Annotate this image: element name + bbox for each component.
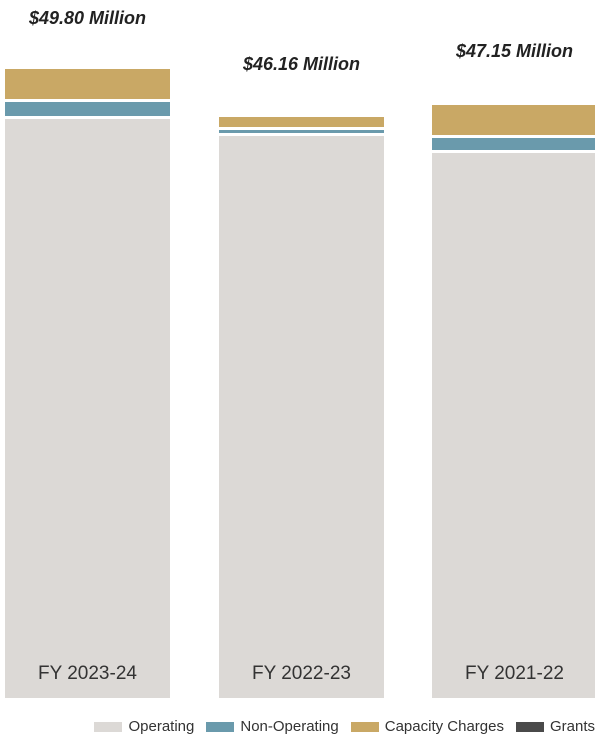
legend-item: Grants <box>515 718 595 735</box>
legend-label: Capacity Charges <box>384 718 504 735</box>
legend: Operating Non-Operating Capacity Charges Gr… <box>0 718 595 735</box>
legend-swatch <box>94 721 123 732</box>
legend-item: Operating <box>94 718 194 735</box>
bar-segment <box>5 116 170 698</box>
legend-swatch <box>206 721 235 732</box>
bar-segment <box>432 101 595 135</box>
total-label: $47.15 Million <box>455 41 574 62</box>
total-label: $49.80 Million <box>28 7 147 28</box>
bar-segment <box>219 114 384 127</box>
legend-label: Grants <box>549 718 595 735</box>
total-label: $46.16 Million <box>242 53 361 74</box>
category-label: FY 2023-24 <box>38 663 137 684</box>
legend-label: Operating <box>128 718 195 735</box>
legend-item: Non-Operating <box>206 718 339 735</box>
bar-segment <box>219 127 384 134</box>
legend-label: Non-Operating <box>240 718 339 735</box>
bar-segment <box>432 99 595 103</box>
legend-swatch <box>515 721 544 732</box>
bar-segment <box>219 133 384 698</box>
bar-segment <box>432 149 595 698</box>
bar-segment <box>5 98 170 117</box>
bar-segment <box>5 65 170 99</box>
legend-item: Capacity Charges <box>350 718 504 735</box>
category-label: FY 2021-22 <box>465 663 564 684</box>
category-label: FY 2022-23 <box>252 663 351 684</box>
bar-segment <box>219 111 384 115</box>
bar-segment <box>432 134 595 150</box>
legend-swatch <box>350 721 379 732</box>
